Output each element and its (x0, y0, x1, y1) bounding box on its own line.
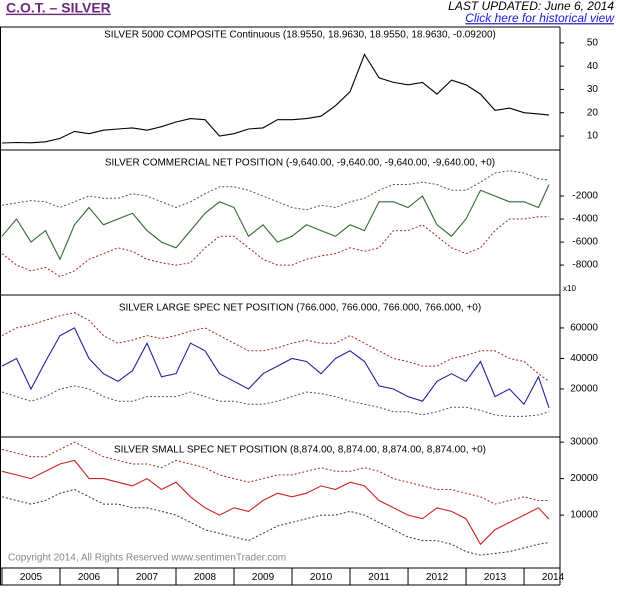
y-tick-label: 20000 (570, 473, 598, 484)
y-tick-label: 30000 (570, 437, 598, 448)
data-line (1, 53, 550, 144)
band-line (1, 170, 550, 211)
historical-link[interactable]: Click here for historical view (465, 11, 615, 25)
page-title: C.O.T. – SILVER (6, 0, 111, 16)
y-tick-label: 40000 (570, 353, 598, 364)
last-updated: LAST UPDATED: June 6, 2014 (448, 0, 614, 13)
panel-title: SILVER 5000 COMPOSITE Continuous (18.955… (104, 30, 496, 41)
y-tick-label: -4000 (572, 214, 598, 225)
x-tick-label: 2014 (542, 572, 565, 583)
x-tick-label: 2006 (78, 572, 101, 583)
x-tick-label: 2009 (252, 572, 275, 583)
x-tick-label: 2012 (426, 572, 449, 583)
panel-title: SILVER LARGE SPEC NET POSITION (766.000,… (119, 303, 481, 314)
band-line (1, 441, 549, 505)
y-tick-label: 10 (587, 131, 599, 142)
axis-multiplier: x10 (563, 284, 576, 293)
y-tick-label: 30 (587, 84, 599, 95)
copyright: Copyright 2014, All Rights Reserved www.… (8, 553, 286, 564)
data-line (1, 184, 550, 261)
band-line (1, 385, 550, 417)
x-tick-label: 2013 (484, 572, 507, 583)
x-tick-label: 2005 (20, 572, 43, 583)
panel-title: SILVER COMMERCIAL NET POSITION (-9,640.0… (105, 158, 495, 169)
x-tick-label: 2007 (136, 572, 159, 583)
y-tick-label: 20000 (570, 384, 598, 395)
y-tick-label: 10000 (570, 510, 598, 521)
y-tick-label: -6000 (572, 237, 598, 248)
x-tick-label: 2008 (194, 572, 217, 583)
panel-title: SILVER SMALL SPEC NET POSITION (8,874.00… (114, 445, 486, 456)
band-line (1, 488, 550, 556)
y-tick-label: 40 (587, 61, 599, 72)
x-tick-label: 2010 (310, 572, 333, 583)
data-line (1, 327, 550, 408)
band-line (1, 216, 549, 278)
y-tick-label: 20 (587, 107, 599, 118)
y-tick-label: 50 (587, 37, 599, 48)
y-tick-label: -2000 (572, 191, 598, 202)
data-line (1, 459, 550, 546)
x-tick-label: 2011 (368, 572, 390, 583)
y-tick-label: 60000 (570, 323, 598, 334)
y-tick-label: -8000 (572, 260, 598, 271)
